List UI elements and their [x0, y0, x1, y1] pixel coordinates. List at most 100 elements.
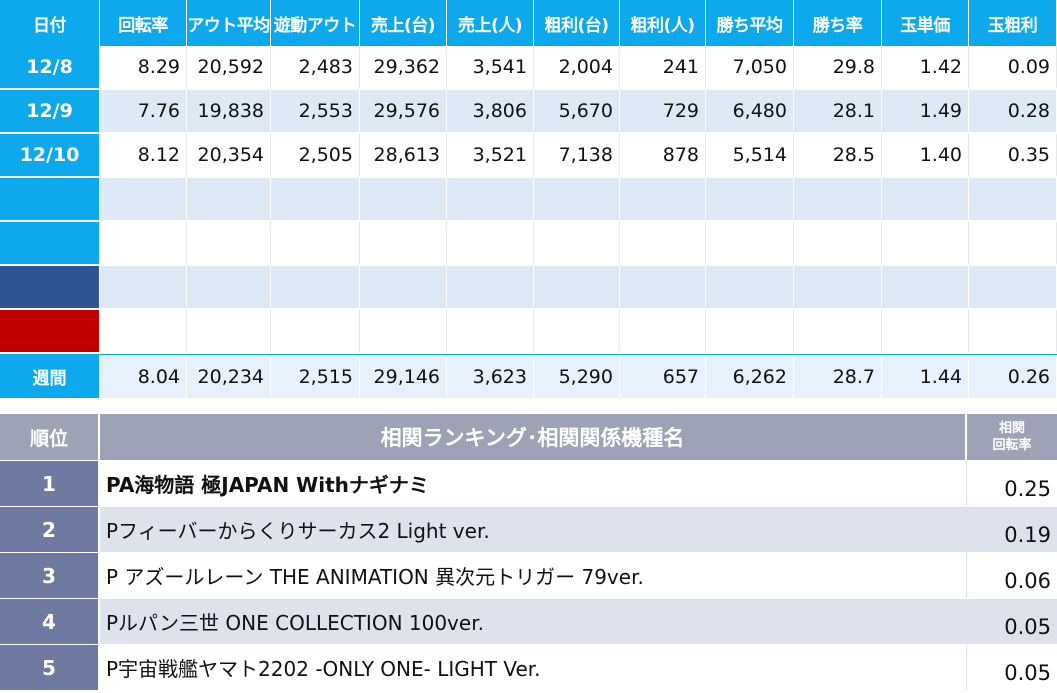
ranking-position: 2 [0, 507, 100, 552]
table-cell: 19,838 [187, 90, 271, 132]
table-cell [360, 310, 447, 352]
table-cell [620, 178, 706, 220]
correlation-header-line2: 回転率 [992, 438, 1032, 453]
table-cell: 20,354 [187, 134, 271, 176]
table-cell [706, 178, 794, 220]
machine-name: P宇宙戦艦ヤマト2202 -ONLY ONE- LIGHT Ver. [100, 645, 967, 690]
table-cell: 28.1 [794, 90, 882, 132]
ranking-position: 1 [0, 461, 100, 506]
table-row: 12/10 8.12 20,354 2,505 28,613 3,521 7,138 878 5… [0, 134, 1057, 178]
weekly-label: 週間 [0, 355, 100, 398]
table-cell [360, 178, 447, 220]
correlation-ranking-table: 順位 相関ランキング･相関関係機種名 相関 回転率 1 PA海物語 極JAPAN … [0, 414, 1057, 690]
table-cell [100, 222, 187, 264]
date-cell: 12/10 [0, 134, 100, 176]
table-cell: 3,521 [447, 134, 534, 176]
table-cell [969, 310, 1057, 352]
table-cell: 0.26 [969, 355, 1057, 398]
table-cell [882, 222, 969, 264]
ranking-row: 5 P宇宙戦艦ヤマト2202 -ONLY ONE- LIGHT Ver. 0.05 [0, 644, 1057, 690]
ranking-header-row: 順位 相関ランキング･相関関係機種名 相関 回転率 [0, 414, 1057, 460]
table-cell: 1.49 [882, 90, 969, 132]
table-cell [447, 222, 534, 264]
table-cell [969, 266, 1057, 308]
table-cell: 5,514 [706, 134, 794, 176]
date-cell: 12/9 [0, 90, 100, 132]
ranking-position: 4 [0, 599, 100, 644]
date-cell [0, 178, 100, 220]
table-cell: 28,613 [360, 134, 447, 176]
header-profit-per-machine: 粗利(台) [534, 0, 620, 46]
table-cell [794, 178, 882, 220]
table-cell: 7,138 [534, 134, 620, 176]
ranking-rank-header: 順位 [0, 414, 100, 460]
table-cell: 6,262 [706, 355, 794, 398]
header-ball-unit-price: 玉単価 [882, 0, 969, 46]
ranking-position: 3 [0, 553, 100, 598]
table-cell [706, 222, 794, 264]
table-cell [360, 266, 447, 308]
table-cell [187, 310, 271, 352]
table-cell [882, 178, 969, 220]
table-cell: 878 [620, 134, 706, 176]
table-cell [100, 266, 187, 308]
table-cell [187, 178, 271, 220]
header-date: 日付 [0, 0, 100, 46]
table-cell [794, 222, 882, 264]
table-cell: 241 [620, 46, 706, 88]
table-row [0, 178, 1057, 222]
table-cell: 3,806 [447, 90, 534, 132]
table-cell: 6,480 [706, 90, 794, 132]
table-cell [534, 178, 620, 220]
correlation-value: 0.05 [1004, 615, 1051, 639]
machine-name: Pフィーバーからくりサーカス2 Light ver. [100, 507, 967, 552]
table-cell [271, 310, 360, 352]
table-cell: 8.29 [100, 46, 187, 88]
table-cell [100, 310, 187, 352]
table-cell [706, 310, 794, 352]
table-cell: 729 [620, 90, 706, 132]
table-cell: 0.09 [969, 46, 1057, 88]
table-cell: 2,553 [271, 90, 360, 132]
machine-name: P アズールレーン THE ANIMATION 異次元トリガー 79ver. [100, 553, 967, 598]
table-cell: 8.12 [100, 134, 187, 176]
header-out-average: アウト平均 [187, 0, 271, 46]
table-cell [271, 222, 360, 264]
table-cell: 28.7 [794, 355, 882, 398]
correlation-header-line1: 相関 [998, 421, 1025, 436]
date-cell [0, 266, 100, 308]
table-cell: 0.28 [969, 90, 1057, 132]
date-cell: 12/8 [0, 46, 100, 88]
table-row: 12/8 8.29 20,592 2,483 29,362 3,541 2,004 241 7,… [0, 46, 1057, 90]
table-cell: 0.35 [969, 134, 1057, 176]
table-cell: 1.42 [882, 46, 969, 88]
table-cell: 7.76 [100, 90, 187, 132]
table-cell [447, 266, 534, 308]
table-cell [187, 266, 271, 308]
ranking-position: 5 [0, 645, 100, 690]
table-cell: 2,004 [534, 46, 620, 88]
machine-name: PA海物語 極JAPAN Withナギナミ [100, 461, 967, 506]
table-cell [620, 266, 706, 308]
table-cell [271, 178, 360, 220]
table-cell: 1.44 [882, 355, 969, 398]
table-row: 12/9 7.76 19,838 2,553 29,576 3,806 5,670 729 6,… [0, 90, 1057, 134]
table-cell: 5,670 [534, 90, 620, 132]
table-cell [447, 178, 534, 220]
header-spin-rate: 回転率 [100, 0, 187, 46]
table-cell [706, 266, 794, 308]
table-cell [187, 222, 271, 264]
date-cell [0, 222, 100, 264]
table-cell: 2,515 [271, 355, 360, 398]
header-win-average: 勝ち平均 [706, 0, 794, 46]
table-cell [360, 222, 447, 264]
table-cell [794, 266, 882, 308]
table-cell [534, 310, 620, 352]
table-cell [271, 266, 360, 308]
table-cell: 20,592 [187, 46, 271, 88]
ranking-row: 4 Pルパン三世 ONE COLLECTION 100ver. 0.05 [0, 598, 1057, 644]
header-ball-profit: 玉粗利 [969, 0, 1057, 46]
header-win-rate: 勝ち率 [794, 0, 882, 46]
table-cell: 657 [620, 355, 706, 398]
